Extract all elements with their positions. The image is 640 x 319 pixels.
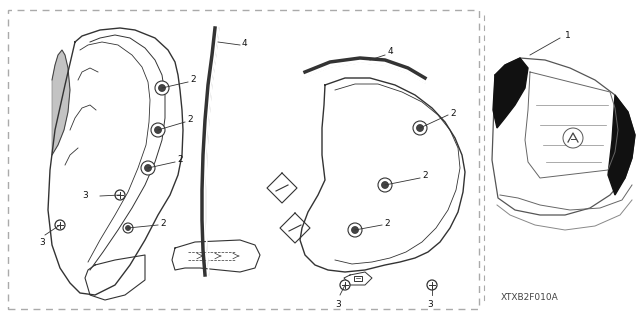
Circle shape [154, 127, 161, 133]
Circle shape [145, 165, 152, 172]
Text: 2: 2 [384, 219, 390, 227]
Text: 2: 2 [450, 108, 456, 117]
Circle shape [159, 85, 166, 92]
Circle shape [115, 190, 125, 200]
Polygon shape [608, 95, 635, 195]
Text: 4: 4 [388, 48, 394, 56]
Circle shape [340, 280, 350, 290]
Bar [8, 10, 479, 309]
Bar [354, 276, 362, 280]
Circle shape [417, 124, 424, 131]
Text: 1: 1 [565, 31, 571, 40]
Circle shape [378, 178, 392, 192]
Circle shape [381, 182, 388, 189]
Circle shape [141, 161, 155, 175]
Text: 4: 4 [242, 40, 248, 48]
Circle shape [427, 280, 437, 290]
Text: 3: 3 [335, 300, 341, 309]
Text: 2: 2 [422, 172, 428, 181]
Circle shape [563, 128, 583, 148]
Text: 2: 2 [187, 115, 193, 124]
Text: 2: 2 [190, 76, 196, 85]
Circle shape [125, 226, 131, 231]
Circle shape [348, 223, 362, 237]
Circle shape [151, 123, 165, 137]
Circle shape [351, 226, 358, 234]
Polygon shape [52, 50, 70, 155]
Text: 3: 3 [427, 300, 433, 309]
Polygon shape [493, 58, 528, 128]
Text: 2: 2 [177, 155, 182, 165]
Text: XTXB2F010A: XTXB2F010A [501, 293, 559, 302]
Text: 3: 3 [83, 191, 88, 201]
Circle shape [413, 121, 427, 135]
Circle shape [123, 223, 133, 233]
Text: 3: 3 [39, 238, 45, 247]
Circle shape [55, 220, 65, 230]
Text: 2: 2 [160, 219, 166, 227]
Circle shape [155, 81, 169, 95]
